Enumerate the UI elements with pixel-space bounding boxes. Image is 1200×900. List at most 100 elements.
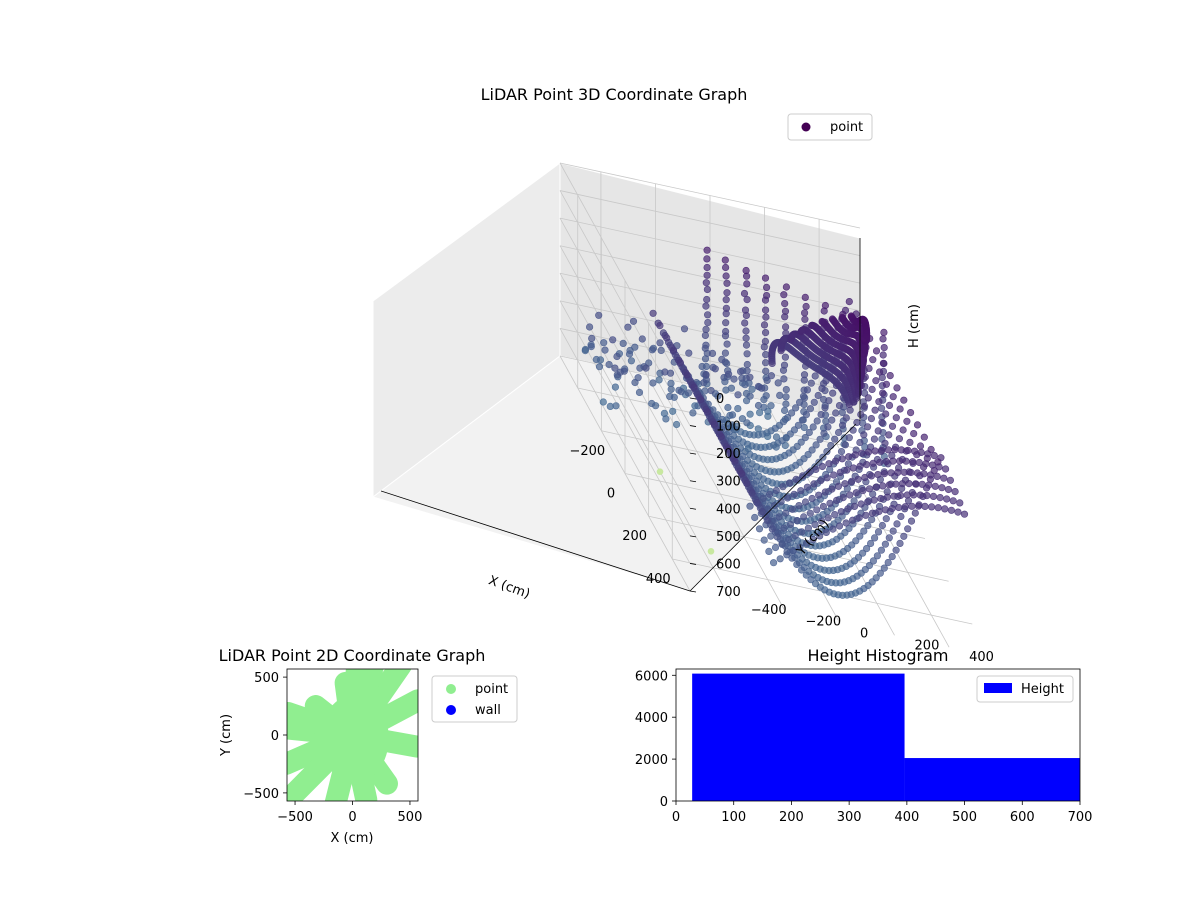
lidar-point-3d bbox=[881, 506, 890, 514]
lidar-point-3d bbox=[899, 426, 907, 434]
lidar-point-3d bbox=[836, 468, 844, 477]
lidar-point-3d bbox=[605, 361, 613, 369]
lidar-point-3d bbox=[868, 509, 877, 517]
lidar-point-3d bbox=[908, 502, 916, 510]
lidar-point-3d bbox=[656, 339, 664, 347]
lidar-point-3d bbox=[690, 383, 698, 391]
lidar-point-3d bbox=[616, 368, 624, 376]
lidar-point-3d bbox=[844, 505, 852, 513]
lidar-point-3d bbox=[801, 315, 809, 323]
lidar-point-3d bbox=[880, 328, 888, 337]
lidar-point-3d bbox=[743, 419, 751, 427]
lidar-point-3d bbox=[894, 468, 902, 477]
lidar-point-3d bbox=[871, 447, 879, 455]
lidar-point-3d bbox=[864, 498, 872, 506]
lidar-point-3d bbox=[868, 515, 876, 524]
lidar-point-3d bbox=[915, 458, 923, 467]
lidar-point-3d bbox=[895, 435, 904, 443]
lidar-point-3d bbox=[798, 326, 806, 335]
lidar-point-3d bbox=[841, 441, 850, 449]
lidar-point-3d bbox=[804, 524, 813, 532]
lidar-point-3d bbox=[825, 460, 833, 468]
lidar-point-3d bbox=[929, 492, 938, 501]
lidar-point-3d bbox=[938, 484, 946, 492]
z-tick-label: 300 bbox=[716, 475, 741, 490]
lidar-point-3d bbox=[874, 528, 883, 536]
legend-3d-label: point bbox=[830, 120, 863, 135]
lidar-point-3d bbox=[860, 317, 868, 325]
lidar-point-3d bbox=[780, 336, 788, 344]
x-tick-label: −200 bbox=[570, 444, 606, 459]
lidar-point-3d bbox=[828, 416, 836, 424]
lidar-point-3d bbox=[871, 406, 879, 414]
lidar-point-3d bbox=[800, 513, 808, 521]
legend-2d: point wall bbox=[431, 675, 518, 723]
z-tick-label: 0 bbox=[716, 392, 724, 407]
lidar-point-3d bbox=[885, 481, 893, 489]
lidar-point-3d bbox=[782, 509, 790, 517]
lidar-point-3d bbox=[855, 514, 863, 522]
lidar-point-3d bbox=[880, 470, 889, 478]
lidar-point-3d bbox=[817, 517, 826, 525]
lidar-point-3d bbox=[828, 315, 837, 323]
lidar-point-3d bbox=[761, 306, 770, 314]
lidar-point-3d bbox=[859, 487, 867, 495]
lidar-point-3d bbox=[657, 346, 665, 355]
lidar-point-3d bbox=[676, 359, 684, 367]
lidar-point-3d bbox=[904, 446, 912, 455]
lidar-point-3d bbox=[662, 415, 670, 423]
lidar-point-3d bbox=[815, 491, 823, 499]
lidar-point-3d bbox=[889, 527, 897, 535]
legend-2d-wall-label: wall bbox=[475, 703, 501, 718]
lidar-point-3d bbox=[779, 483, 787, 491]
lidar-point-3d bbox=[631, 343, 639, 351]
lidar-point-3d bbox=[775, 513, 783, 521]
lidar-point-3d bbox=[821, 301, 830, 310]
lidar-point-3d bbox=[782, 400, 790, 408]
lidar-point-3d bbox=[702, 325, 710, 334]
lidar-point-3d bbox=[728, 411, 737, 419]
lidar-point-3d bbox=[656, 322, 664, 330]
lidar-point-3d bbox=[869, 459, 877, 467]
lidar-point-3d bbox=[839, 494, 847, 502]
lidar-point-3d bbox=[882, 410, 890, 418]
lidar-point-3d bbox=[611, 383, 620, 391]
histogram-axes-frame bbox=[675, 668, 1081, 802]
lidar-point-3d bbox=[897, 446, 906, 454]
lidar-point-3d bbox=[811, 372, 819, 380]
lidar-point-3d bbox=[802, 411, 811, 419]
lidar-point-3d bbox=[960, 510, 969, 518]
z-tick-mark bbox=[689, 535, 697, 538]
lidar-point-3d bbox=[743, 350, 751, 358]
z-tick-mark bbox=[689, 590, 697, 593]
lidar-point-3d bbox=[787, 409, 796, 417]
lidar-point-3d bbox=[601, 346, 609, 354]
lidar-point-3d bbox=[864, 521, 872, 530]
lidar-point-3d bbox=[781, 300, 789, 308]
lidar-point-3d bbox=[954, 508, 962, 516]
lidar-point-3d bbox=[724, 370, 733, 378]
lidar-point-3d bbox=[669, 407, 677, 415]
lidar-point-3d bbox=[762, 283, 771, 292]
lidar-point-3d bbox=[934, 504, 942, 512]
lidar-point-3d bbox=[791, 404, 800, 412]
lidar-point-3d bbox=[888, 504, 896, 513]
lidar-point-3d bbox=[801, 434, 809, 442]
lidar-point-3d bbox=[845, 453, 853, 461]
lidar-point-3d bbox=[722, 296, 730, 304]
lidar-point-3d bbox=[765, 547, 773, 556]
lidar-point-3d bbox=[907, 517, 916, 525]
lidar-point-3d bbox=[812, 465, 820, 474]
left-pane-gridline-h bbox=[559, 245, 691, 481]
lidar-point-3d bbox=[866, 539, 875, 548]
x-tick-label: 0 bbox=[607, 487, 615, 502]
lidar-point-3d bbox=[880, 344, 888, 352]
2d-point-cloud bbox=[287, 669, 418, 801]
x-tick-label-2d: −500 bbox=[277, 810, 313, 825]
lidar-point-3d bbox=[814, 391, 822, 400]
lidar-point-3d bbox=[832, 409, 840, 417]
lidar-point-3d bbox=[599, 398, 607, 406]
lidar-point-3d bbox=[808, 446, 816, 454]
lidar-point-3d bbox=[823, 448, 831, 456]
lidar-point-3d bbox=[832, 496, 841, 505]
